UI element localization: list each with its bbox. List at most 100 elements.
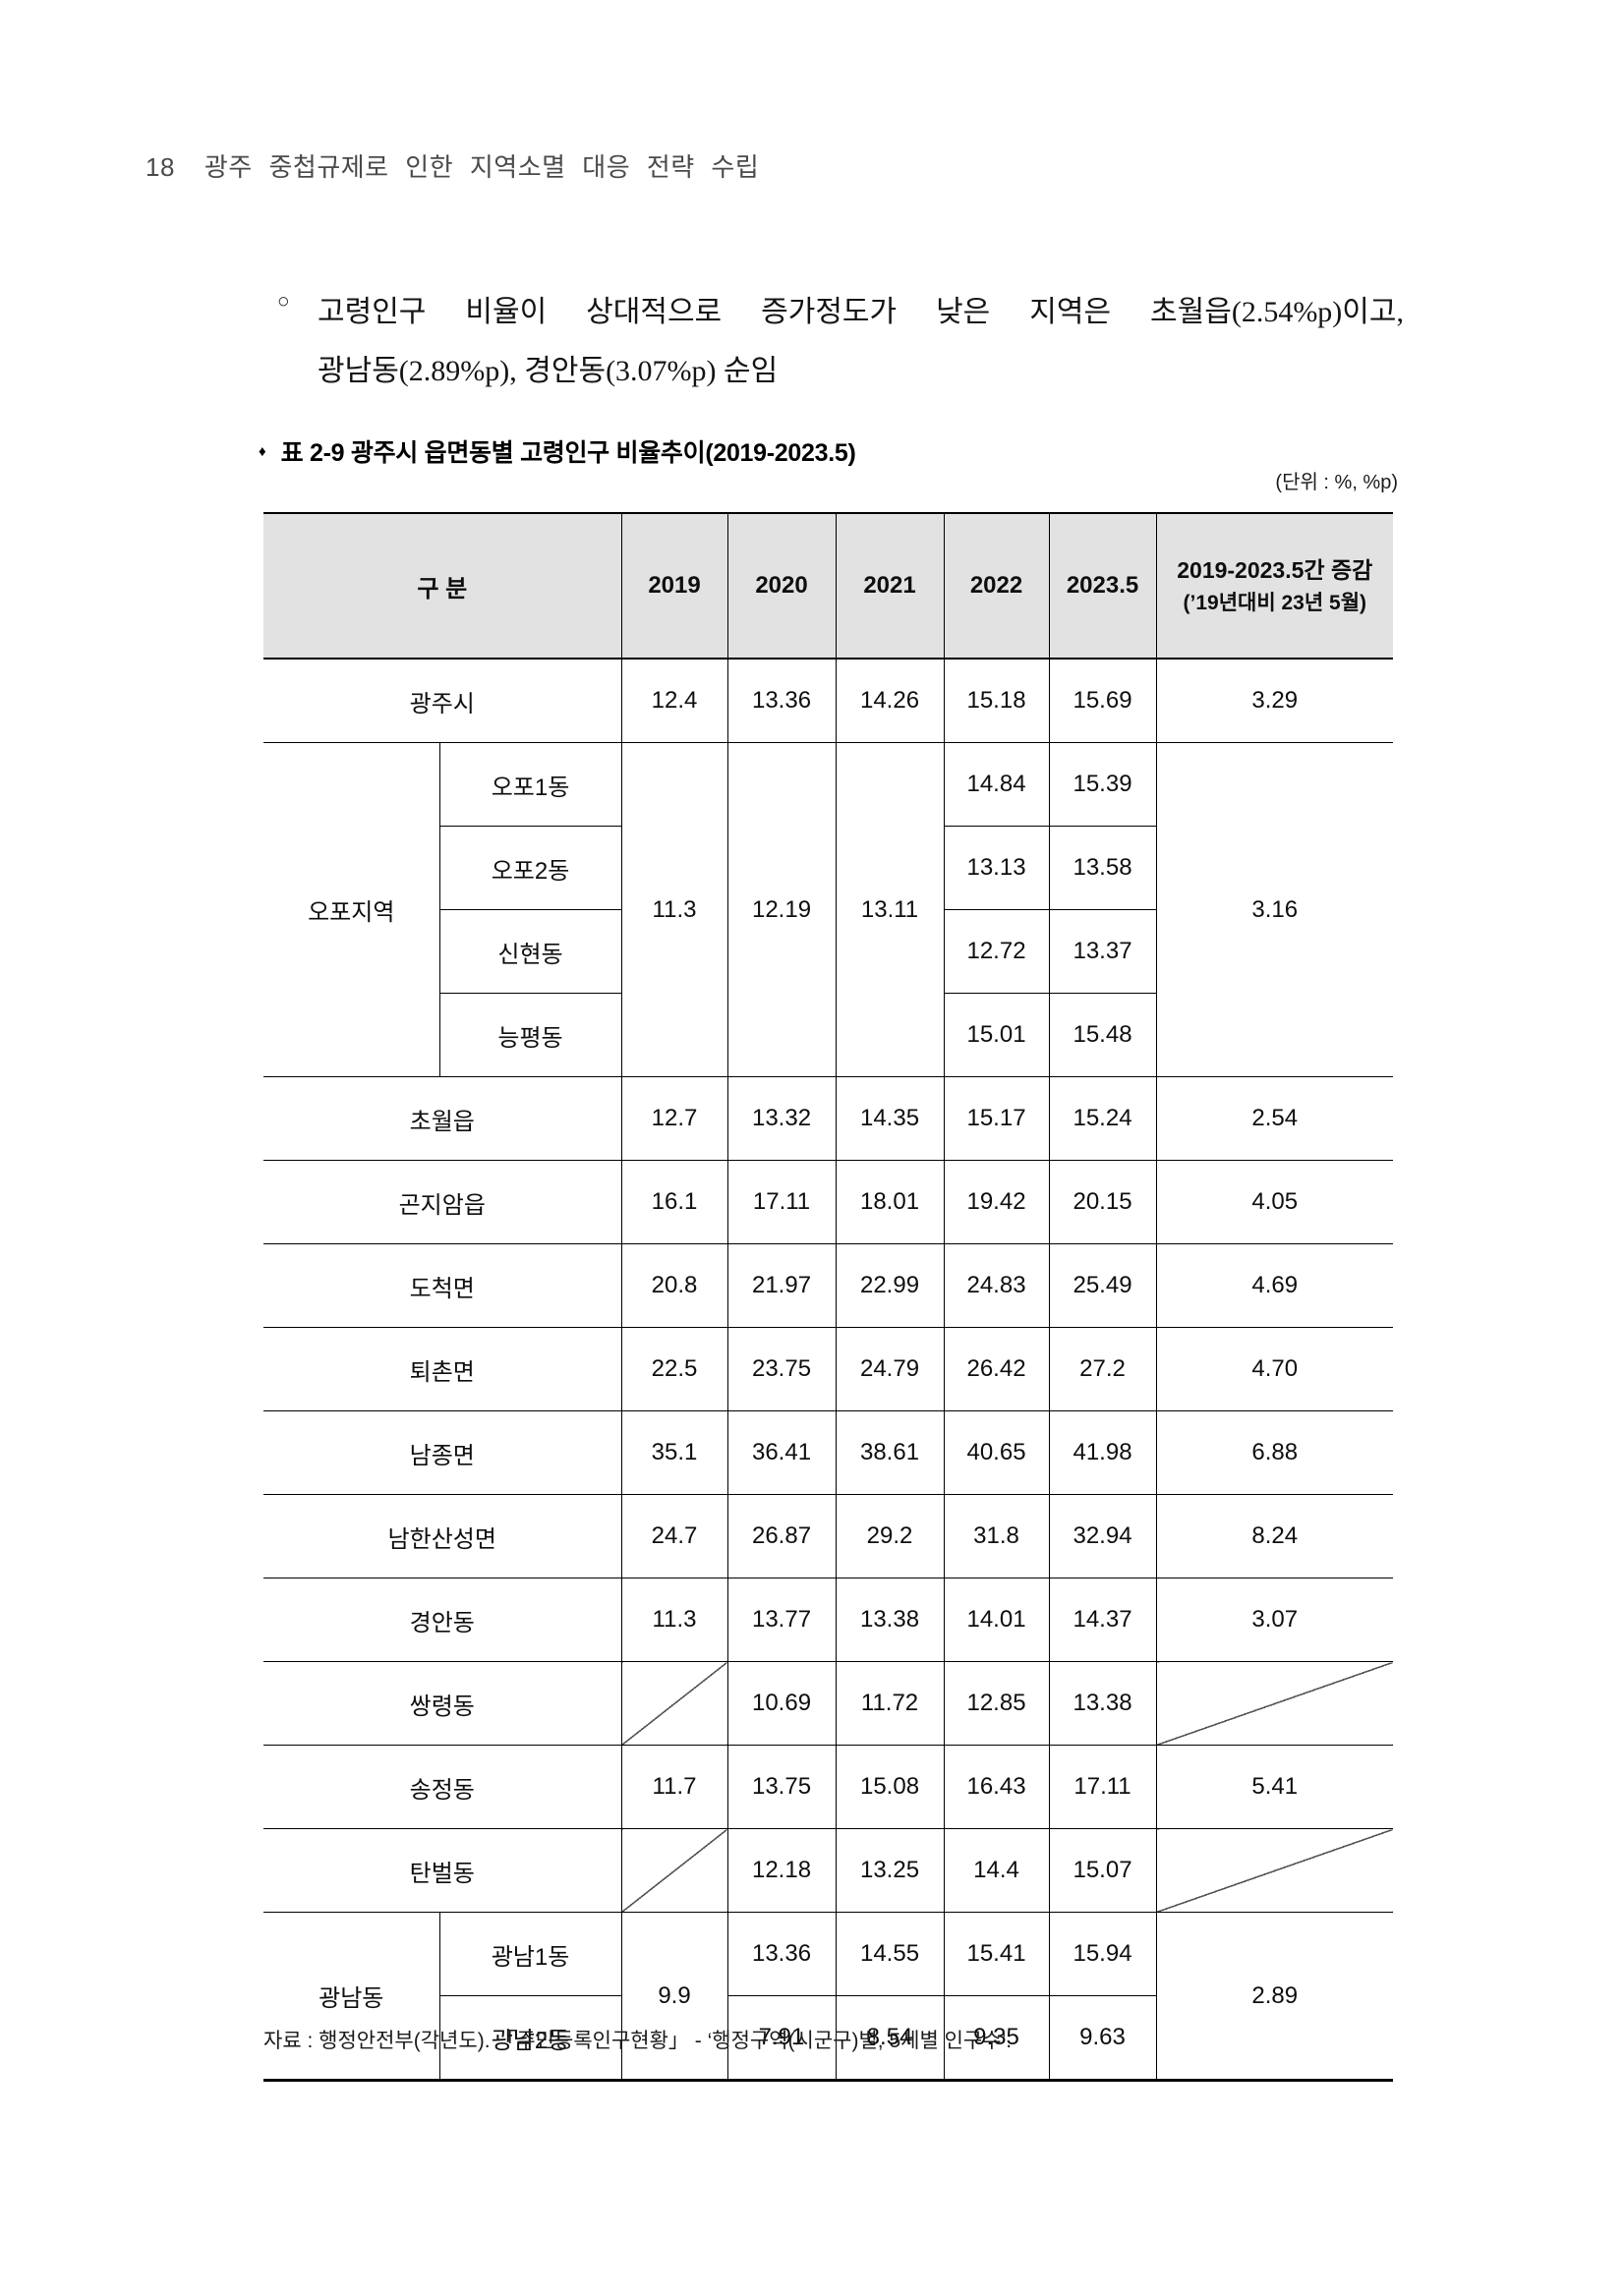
value-cell: 40.65 xyxy=(943,1410,1050,1495)
population-table: 구 분 2019 2020 2021 2022 2023.5 2019-2023… xyxy=(263,512,1394,2082)
diagonal-empty-cell xyxy=(1155,1661,1394,1746)
value-cell: 14.55 xyxy=(835,1912,945,1996)
value-cell: 14.35 xyxy=(835,1076,945,1161)
table-row-chowol: 초월읍 12.7 13.32 14.35 15.17 15.24 2.54 xyxy=(263,1076,1394,1161)
value-cell: 15.07 xyxy=(1048,1828,1157,1913)
table-row-docheok: 도척면 20.8 21.97 22.99 24.83 25.49 4.69 xyxy=(263,1243,1394,1328)
group-name-cell: 오포지역 xyxy=(263,742,439,1077)
column-header-category: 구 분 xyxy=(263,513,622,660)
table-row-gonjiam: 곤지암읍 16.1 17.11 18.01 19.42 20.15 4.05 xyxy=(263,1160,1394,1244)
diagonal-empty-cell xyxy=(1155,1828,1394,1913)
column-header-2023-5: 2023.5 xyxy=(1048,513,1157,660)
row-name-cell: 탄벌동 xyxy=(263,1828,622,1913)
value-cell: 11.3 xyxy=(620,1578,728,1662)
value-cell: 25.49 xyxy=(1048,1243,1157,1328)
row-name-cell: 남종면 xyxy=(263,1410,622,1495)
value-cell: 13.25 xyxy=(835,1828,945,1913)
value-cell: 9.35 xyxy=(943,1995,1050,2081)
table-row-tanbeol: 탄벌동 12.18 13.25 14.4 15.07 xyxy=(263,1828,1394,1913)
value-cell: 16.1 xyxy=(620,1160,728,1244)
sub-name-cell: 신현동 xyxy=(438,909,622,994)
bullet-paragraph: ○ 고령인구 비율이 상대적으로 증가정도가 낮은 지역은 초월읍(2.54%p… xyxy=(277,283,1408,401)
table-row-sinhyeon: 신현동 12.72 13.37 xyxy=(263,909,1393,994)
table-row-opo-1: 오포지역 오포1동 11.3 12.19 13.11 14.84 15.39 3… xyxy=(263,742,1394,1077)
merged-value-cell: 13.11 xyxy=(835,742,945,1077)
value-cell: 24.79 xyxy=(835,1327,945,1411)
value-cell: 15.01 xyxy=(943,993,1050,1077)
table-row-neungpyeong: 능평동 15.01 15.48 xyxy=(263,993,1393,1077)
row-name-cell: 경안동 xyxy=(263,1578,622,1662)
value-cell: 14.4 xyxy=(943,1828,1050,1913)
column-header-2020: 2020 xyxy=(726,513,837,660)
table-row-gyeongan: 경안동 11.3 13.77 13.38 14.01 14.37 3.07 xyxy=(263,1578,1394,1662)
table-header-row: 구 분 2019 2020 2021 2022 2023.5 2019-2023… xyxy=(263,513,1394,660)
value-cell: 14.37 xyxy=(1048,1578,1157,1662)
group-name-cell: 광남동 xyxy=(263,1912,439,2081)
value-cell: 21.97 xyxy=(726,1243,837,1328)
value-cell: 24.7 xyxy=(620,1494,728,1578)
value-cell: 13.32 xyxy=(726,1076,837,1161)
source-note: 자료 : 행정안전부(각년도). 「주민등록인구현황」 - ‘행정구역(시군구)… xyxy=(263,2030,1013,2052)
value-cell: 9.63 xyxy=(1048,1995,1157,2081)
table-row-gwangnam-2: 광남2동 7.91 8.54 9.35 9.63 xyxy=(263,1995,1393,2081)
value-cell: 20.15 xyxy=(1048,1160,1157,1244)
value-cell: 32.94 xyxy=(1048,1494,1157,1578)
value-cell: 13.36 xyxy=(726,1912,837,1996)
table-caption: ♦ 표 2-9 광주시 읍면동별 고령인구 비율추이(2019-2023.5) xyxy=(259,433,856,469)
row-name-cell: 광주시 xyxy=(263,659,622,743)
value-cell: 13.38 xyxy=(1048,1661,1157,1746)
value-cell: 17.11 xyxy=(726,1160,837,1244)
table-row-opo-2: 오포2동 13.13 13.58 xyxy=(263,826,1393,910)
circle-bullet-icon: ○ xyxy=(277,289,290,313)
value-cell: 17.11 xyxy=(1048,1745,1157,1829)
change-cell: 3.07 xyxy=(1155,1578,1394,1662)
merged-value-cell: 12.19 xyxy=(726,742,837,1077)
row-name-cell: 곤지암읍 xyxy=(263,1160,622,1244)
merged-value-cell: 9.9 xyxy=(620,1912,728,2081)
value-cell: 16.43 xyxy=(943,1745,1050,1829)
value-cell: 15.94 xyxy=(1048,1912,1157,1996)
change-cell: 4.05 xyxy=(1155,1160,1394,1244)
value-cell: 15.17 xyxy=(943,1076,1050,1161)
value-cell: 15.24 xyxy=(1048,1076,1157,1161)
change-cell: 3.16 xyxy=(1155,742,1394,1077)
value-cell: 26.87 xyxy=(726,1494,837,1578)
column-header-2022: 2022 xyxy=(943,513,1050,660)
value-cell: 13.77 xyxy=(726,1578,837,1662)
bullet-text: 고령인구 비율이 상대적으로 증가정도가 낮은 지역은 초월읍(2.54%p)이… xyxy=(318,283,1404,401)
value-cell: 14.84 xyxy=(943,742,1050,827)
value-cell: 15.69 xyxy=(1048,659,1157,743)
table-row-gwangnam-1: 광남동 광남1동 9.9 13.36 14.55 15.41 15.94 2.8… xyxy=(263,1912,1394,2081)
row-name-cell: 도척면 xyxy=(263,1243,622,1328)
value-cell: 20.8 xyxy=(620,1243,728,1328)
column-header-2021: 2021 xyxy=(835,513,945,660)
value-cell: 14.01 xyxy=(943,1578,1050,1662)
column-header-change-line1: 2019-2023.5간 증감 xyxy=(1177,557,1373,583)
sub-name-cell: 능평동 xyxy=(438,993,622,1077)
change-cell: 5.41 xyxy=(1155,1745,1394,1829)
value-cell: 35.1 xyxy=(620,1410,728,1495)
column-header-2019: 2019 xyxy=(620,513,728,660)
change-cell: 6.88 xyxy=(1155,1410,1394,1495)
merged-value-cell: 11.3 xyxy=(620,742,728,1077)
sub-name-cell: 오포2동 xyxy=(438,826,622,910)
row-name-cell: 쌍령동 xyxy=(263,1661,622,1746)
bullet-line-1: 고령인구 비율이 상대적으로 증가정도가 낮은 지역은 초월읍(2.54%p)이… xyxy=(318,296,1404,328)
sub-name-cell: 광남1동 xyxy=(438,1912,622,1996)
value-cell: 15.08 xyxy=(835,1745,945,1829)
column-header-change: 2019-2023.5간 증감 (’19년대비 23년 5월) xyxy=(1155,513,1394,660)
value-cell: 22.5 xyxy=(620,1327,728,1411)
change-cell: 4.69 xyxy=(1155,1243,1394,1328)
row-name-cell: 남한산성면 xyxy=(263,1494,622,1578)
value-cell: 12.85 xyxy=(943,1661,1050,1746)
value-cell: 14.26 xyxy=(835,659,945,743)
page-header: 18 광주 중첩규제로 인한 지역소멸 대응 전략 수립 xyxy=(145,147,759,184)
value-cell: 13.36 xyxy=(726,659,837,743)
unit-note: (단위 : %, %p) xyxy=(1275,472,1398,493)
value-cell: 12.7 xyxy=(620,1076,728,1161)
caption-text: 표 2-9 광주시 읍면동별 고령인구 비율추이(2019-2023.5) xyxy=(280,439,856,467)
value-cell: 15.48 xyxy=(1048,993,1157,1077)
value-cell: 12.18 xyxy=(726,1828,837,1913)
value-cell: 11.72 xyxy=(835,1661,945,1746)
